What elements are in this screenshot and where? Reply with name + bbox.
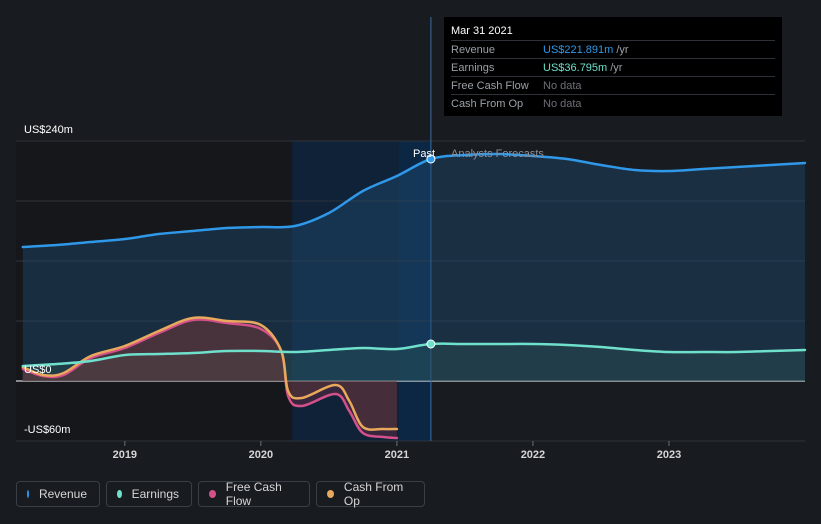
earnings-marker xyxy=(426,339,436,349)
highlight-band-edge xyxy=(398,141,431,441)
revenue-dot-icon xyxy=(27,490,29,498)
tooltip-label: Cash From Op xyxy=(451,97,524,110)
chart-axes: US$240m US$0 -US$60m 2019 2020 2021 2022 2023 xyxy=(24,124,681,461)
legend-label: Free Cash Flow xyxy=(225,480,282,508)
earnings-line xyxy=(21,342,807,368)
tooltip-row-free-cash-flow: Free Cash Flow No data xyxy=(451,76,775,94)
tooltip-label: Free Cash Flow xyxy=(451,79,529,92)
free-cash-flow-dot-icon xyxy=(209,490,216,498)
tooltip-label: Revenue xyxy=(451,43,496,56)
chart-lines xyxy=(21,152,807,440)
tooltip-no-data: No data xyxy=(543,79,582,92)
legend-item-cash-from-op[interactable]: Cash From Op xyxy=(316,480,425,508)
tooltip-row-cash-from-op: Cash From Op No data xyxy=(451,94,775,112)
tooltip: Mar 31 2021 Revenue US$221.891m /yr Earn… xyxy=(444,17,782,116)
tooltip-unit: /yr xyxy=(610,61,623,74)
free-cash-flow-area xyxy=(22,319,397,438)
tooltip-revenue-value: US$221.891m xyxy=(543,43,614,56)
revenue-marker xyxy=(426,154,436,164)
y-tick-label: US$0 xyxy=(24,364,52,376)
tooltip-row-revenue: Revenue US$221.891m /yr xyxy=(451,40,775,58)
legend-item-free-cash-flow[interactable]: Free Cash Flow xyxy=(198,480,310,508)
legend-label: Earnings xyxy=(131,487,179,501)
past-label: Past xyxy=(413,148,435,160)
earnings-area xyxy=(22,343,806,381)
cash-from-op-area xyxy=(22,317,397,430)
chart-grid xyxy=(16,17,805,442)
x-tick-label: 2019 xyxy=(113,449,137,461)
legend: Revenue Earnings Free Cash Flow Cash Fro… xyxy=(16,480,425,508)
revenue-line xyxy=(21,152,807,249)
tooltip-date: Mar 31 2021 xyxy=(451,25,513,37)
analysts-forecasts-label: Analysts Forecasts xyxy=(451,148,544,160)
revenue-area xyxy=(22,153,806,381)
tooltip-unit: /yr xyxy=(616,43,629,56)
chart-background xyxy=(16,141,431,441)
legend-label: Cash From Op xyxy=(343,480,404,508)
x-tick-label: 2022 xyxy=(521,449,545,461)
tooltip-row-earnings: Earnings US$36.795m /yr xyxy=(451,58,775,76)
legend-label: Revenue xyxy=(38,487,87,501)
tooltip-no-data: No data xyxy=(543,97,582,110)
legend-item-revenue[interactable]: Revenue xyxy=(16,481,100,507)
y-tick-label: -US$60m xyxy=(24,424,70,436)
cash-from-op-dot-icon xyxy=(327,490,334,498)
y-tick-label: US$240m xyxy=(24,124,73,136)
x-tick-label: 2020 xyxy=(249,449,273,461)
x-tick-label: 2023 xyxy=(657,449,681,461)
x-tick-label: 2021 xyxy=(385,449,409,461)
legend-item-earnings[interactable]: Earnings xyxy=(106,481,192,507)
past-region xyxy=(16,141,293,441)
earnings-dot-icon xyxy=(117,490,122,498)
tooltip-label: Earnings xyxy=(451,61,495,74)
chart-areas xyxy=(22,153,806,438)
tooltip-earnings-value: US$36.795m xyxy=(543,61,608,74)
